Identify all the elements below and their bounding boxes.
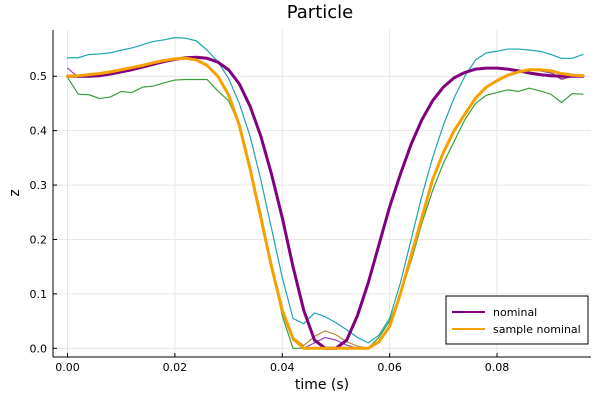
- x-tick-label: 0.06: [377, 361, 402, 374]
- y-tick-label: 0.2: [30, 233, 48, 246]
- x-ticks: 0.00 0.02 0.04 0.06 0.08: [55, 353, 509, 374]
- legend-label-sample-nominal: sample nominal: [493, 323, 581, 336]
- x-tick-label: 0.00: [55, 361, 80, 374]
- y-tick-label: 0.5: [30, 70, 48, 83]
- y-axis-label: z: [7, 189, 23, 196]
- axes: [52, 30, 591, 358]
- y-tick-label: 0.0: [30, 342, 48, 355]
- legend-label-nominal: nominal: [493, 306, 537, 319]
- series-line-sample-nominal: [66, 56, 585, 350]
- y-tick-label: 0.4: [30, 125, 48, 138]
- x-axis-label: time (s): [295, 377, 349, 393]
- sample-series-line-1: [66, 37, 584, 344]
- x-tick-label: 0.02: [163, 361, 188, 374]
- y-tick-label: 0.1: [30, 288, 48, 301]
- chart-title: Particle: [287, 2, 354, 23]
- y-tick-label: 0.3: [30, 179, 48, 192]
- y-ticks: 0.0 0.1 0.2 0.3 0.4 0.5: [30, 70, 57, 355]
- x-tick-label: 0.08: [485, 361, 510, 374]
- x-tick-label: 0.04: [270, 361, 295, 374]
- grid: [53, 30, 591, 357]
- legend: nominal sample nominal: [445, 295, 589, 345]
- series-layer: [66, 37, 585, 350]
- legend-box: [445, 295, 589, 345]
